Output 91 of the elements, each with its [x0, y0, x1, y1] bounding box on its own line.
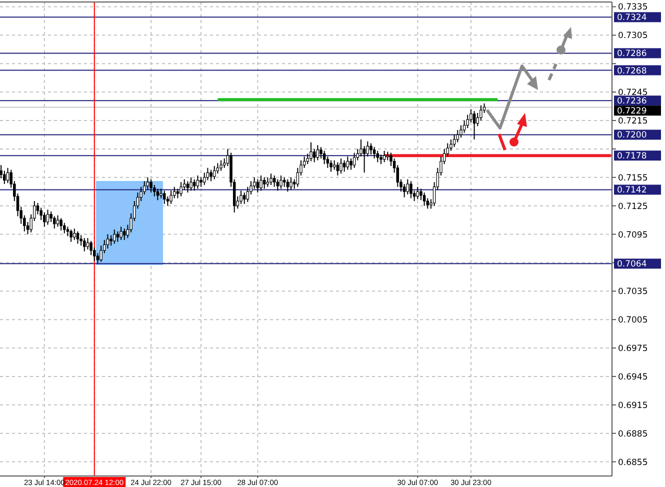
y-tick-label: 0.6855: [618, 458, 648, 468]
candlestick: [342, 160, 346, 172]
candlestick: [422, 192, 426, 206]
candlestick: [73, 228, 76, 240]
ref-line-label: 0.7324: [617, 13, 647, 24]
y-tick-label: 0.7335: [618, 2, 648, 13]
candlestick: [410, 180, 412, 199]
candlestick: [266, 176, 270, 188]
candlestick: [260, 174, 262, 192]
candlestick: [370, 142, 372, 156]
candlestick: [350, 158, 352, 170]
y-tick-label: 0.6975: [618, 344, 648, 354]
candlestick: [472, 110, 476, 140]
candlestick: [200, 176, 202, 188]
candlestick: [402, 184, 406, 198]
ref-line-label: 0.7229: [617, 106, 647, 117]
candlestick: [362, 146, 366, 174]
candlestick: [210, 169, 212, 182]
candlestick: [270, 173, 272, 186]
candlestick: [220, 160, 222, 172]
candlestick: [202, 172, 206, 186]
candlestick: [376, 150, 380, 163]
candlestick: [76, 230, 80, 244]
candlestick: [116, 230, 120, 242]
candlestick: [176, 188, 180, 199]
y-tick-label: 0.6945: [618, 372, 648, 382]
candlestick: [360, 138, 362, 158]
candlestick: [456, 129, 460, 143]
y-tick-label: 0.7215: [618, 116, 648, 126]
y-tick-label: 0.7005: [618, 316, 648, 326]
candlestick: [416, 186, 420, 200]
ref-line-label: 0.7286: [617, 49, 647, 60]
candlestick: [160, 188, 162, 199]
candlestick: [460, 124, 462, 138]
candlestick: [380, 154, 382, 165]
ref-line-label: 0.7142: [617, 186, 647, 196]
candlestick: [352, 152, 356, 168]
ref-line-label: 0.7268: [617, 66, 647, 76]
candlestick: [346, 156, 350, 170]
candlestick: [280, 174, 282, 190]
candlestick: [60, 218, 62, 231]
candlestick: [170, 190, 172, 204]
candlestick: [6, 167, 10, 184]
candlestick: [123, 228, 126, 240]
candlestick: [192, 178, 196, 192]
ref-line-label: 0.7236: [617, 96, 647, 107]
candlestick: [310, 142, 312, 162]
candlestick: [63, 222, 66, 234]
y-tick-label: 0.7155: [618, 173, 648, 184]
candlestick: [316, 144, 320, 161]
candlestick: [86, 238, 90, 250]
y-tick-label: 0.7305: [618, 31, 648, 42]
candlestick: [56, 214, 60, 228]
candlestick: [330, 160, 332, 172]
candlestick: [53, 216, 56, 230]
candlestick: [312, 148, 316, 163]
y-tick-label: 0.7035: [618, 287, 648, 298]
candlestick: [290, 176, 292, 190]
candlestick: [150, 178, 152, 194]
candlestick: [190, 176, 192, 192]
candlestick: [70, 229, 72, 242]
y-tick-label: 0.7245: [618, 88, 648, 98]
candlestick: [106, 234, 110, 249]
y-tick-label: 0.6915: [618, 400, 648, 411]
candlestick: [332, 160, 336, 170]
ref-line-label: 0.7200: [617, 130, 647, 141]
candlestick: [282, 176, 286, 188]
candlestick: [110, 234, 112, 246]
candlestick: [406, 178, 410, 195]
candlestick: [242, 192, 246, 204]
candlestick: [83, 238, 86, 252]
y-tick-label: 0.7125: [618, 202, 648, 212]
candlestick: [336, 162, 340, 176]
candlestick: [340, 158, 342, 174]
candlestick: [212, 166, 216, 180]
y-tick-label: 0.6885: [618, 429, 648, 440]
candlestick: [113, 229, 116, 244]
candlestick: [46, 209, 50, 226]
candlestick: [162, 190, 166, 204]
candlestick: [272, 174, 276, 188]
ref-line-label: 0.7064: [617, 260, 647, 270]
candlestick: [43, 212, 46, 228]
candlestick: [180, 182, 182, 197]
candlestick: [186, 180, 190, 194]
ref-line-label: 0.7178: [617, 152, 647, 162]
y-tick-label: 0.7095: [618, 230, 648, 240]
candlestick: [240, 190, 242, 204]
candlestick: [262, 176, 266, 190]
candlestick: [120, 226, 122, 240]
candlestick: [372, 146, 376, 159]
candlestick: [452, 134, 456, 148]
